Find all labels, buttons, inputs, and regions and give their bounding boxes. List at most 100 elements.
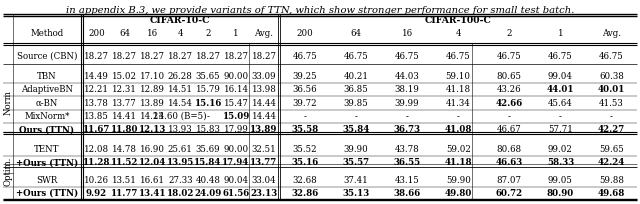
Text: 15.02: 15.02 bbox=[112, 72, 137, 81]
Text: 38.66: 38.66 bbox=[394, 189, 421, 198]
Text: 46.63: 46.63 bbox=[496, 158, 523, 167]
Text: 18.27: 18.27 bbox=[140, 52, 165, 61]
Text: 14.78: 14.78 bbox=[112, 145, 137, 154]
Text: 90.04: 90.04 bbox=[223, 176, 248, 185]
Text: Norm: Norm bbox=[3, 91, 13, 115]
Text: 11.52: 11.52 bbox=[111, 158, 138, 167]
Text: 12.89: 12.89 bbox=[140, 85, 165, 94]
Text: 36.73: 36.73 bbox=[394, 125, 420, 134]
Text: 18.27: 18.27 bbox=[223, 52, 248, 61]
Text: MixNorm*: MixNorm* bbox=[24, 112, 70, 121]
Text: 15.09: 15.09 bbox=[223, 112, 250, 121]
Text: -: - bbox=[508, 112, 511, 121]
Text: 46.75: 46.75 bbox=[292, 52, 317, 61]
Text: 16.61: 16.61 bbox=[140, 176, 165, 185]
Text: 15.83: 15.83 bbox=[196, 125, 221, 134]
Text: 37.41: 37.41 bbox=[344, 176, 369, 185]
Text: 12.21: 12.21 bbox=[84, 85, 109, 94]
Text: 13.78: 13.78 bbox=[84, 99, 109, 108]
Text: 44.01: 44.01 bbox=[547, 85, 574, 94]
Text: 41.34: 41.34 bbox=[446, 99, 470, 108]
Text: 1: 1 bbox=[234, 29, 239, 38]
Text: 14.41: 14.41 bbox=[112, 112, 137, 121]
Text: 13.77: 13.77 bbox=[250, 158, 278, 167]
Text: 40.21: 40.21 bbox=[344, 72, 369, 81]
Text: SWR: SWR bbox=[36, 176, 58, 185]
Text: Avg.: Avg. bbox=[255, 29, 273, 38]
Text: AdaptiveBN: AdaptiveBN bbox=[21, 85, 73, 94]
Text: 59.88: 59.88 bbox=[599, 176, 624, 185]
Text: 59.65: 59.65 bbox=[599, 145, 624, 154]
Text: 99.04: 99.04 bbox=[548, 72, 573, 81]
Text: 46.75: 46.75 bbox=[395, 52, 420, 61]
Text: 2: 2 bbox=[205, 29, 211, 38]
Text: 36.56: 36.56 bbox=[292, 85, 317, 94]
Text: 32.51: 32.51 bbox=[252, 145, 276, 154]
Text: 15.79: 15.79 bbox=[196, 85, 221, 94]
Text: 13.89: 13.89 bbox=[250, 125, 278, 134]
Text: 36.85: 36.85 bbox=[344, 85, 369, 94]
Text: 40.48: 40.48 bbox=[196, 176, 221, 185]
Text: 42.66: 42.66 bbox=[496, 99, 523, 108]
Text: 11.67: 11.67 bbox=[83, 125, 110, 134]
Text: 24.09: 24.09 bbox=[195, 189, 222, 198]
Text: 64: 64 bbox=[351, 29, 362, 38]
Text: 12.31: 12.31 bbox=[112, 85, 137, 94]
Text: TENT: TENT bbox=[35, 145, 60, 154]
Text: 35.65: 35.65 bbox=[196, 72, 221, 81]
Text: 99.02: 99.02 bbox=[548, 145, 573, 154]
Text: 25.61: 25.61 bbox=[168, 145, 193, 154]
Text: 14.23: 14.23 bbox=[140, 112, 164, 121]
Text: 43.15: 43.15 bbox=[395, 176, 420, 185]
Text: 99.05: 99.05 bbox=[548, 176, 573, 185]
Text: 87.07: 87.07 bbox=[497, 176, 522, 185]
Text: 46.75: 46.75 bbox=[497, 52, 522, 61]
Text: 15.84: 15.84 bbox=[195, 158, 222, 167]
Text: Method: Method bbox=[30, 29, 63, 38]
Text: 18.27: 18.27 bbox=[168, 52, 193, 61]
Text: 58.33: 58.33 bbox=[547, 158, 574, 167]
Text: 35.84: 35.84 bbox=[342, 125, 370, 134]
Text: 80.68: 80.68 bbox=[497, 145, 522, 154]
Text: 200: 200 bbox=[297, 29, 314, 38]
Text: 49.80: 49.80 bbox=[445, 189, 472, 198]
Text: 13.85: 13.85 bbox=[84, 112, 109, 121]
Text: 9.92: 9.92 bbox=[86, 189, 107, 198]
Text: 13.41: 13.41 bbox=[139, 189, 166, 198]
Text: 39.25: 39.25 bbox=[292, 72, 317, 81]
Text: 41.53: 41.53 bbox=[599, 99, 624, 108]
Text: 18.27: 18.27 bbox=[252, 52, 276, 61]
Text: in appendix B.3, we provide variants of TTN, which show stronger performance for: in appendix B.3, we provide variants of … bbox=[66, 6, 574, 15]
Text: 17.99: 17.99 bbox=[223, 125, 248, 134]
Text: -: - bbox=[457, 112, 460, 121]
Text: 200: 200 bbox=[88, 29, 105, 38]
Text: 59.10: 59.10 bbox=[445, 72, 471, 81]
Text: 12.08: 12.08 bbox=[84, 145, 109, 154]
Text: 13.95: 13.95 bbox=[166, 158, 194, 167]
Text: 38.19: 38.19 bbox=[395, 85, 420, 94]
Text: 13.93: 13.93 bbox=[168, 125, 193, 134]
Text: 61.56: 61.56 bbox=[223, 189, 250, 198]
Text: 10.26: 10.26 bbox=[84, 176, 109, 185]
Text: 80.90: 80.90 bbox=[547, 189, 574, 198]
Text: Optim.: Optim. bbox=[3, 157, 13, 186]
Text: 40.01: 40.01 bbox=[598, 85, 625, 94]
Text: 36.55: 36.55 bbox=[394, 158, 420, 167]
Text: 18.27: 18.27 bbox=[84, 52, 109, 61]
Text: 46.67: 46.67 bbox=[497, 125, 522, 134]
Text: -: - bbox=[355, 112, 358, 121]
Text: 60.38: 60.38 bbox=[599, 72, 624, 81]
Text: 80.65: 80.65 bbox=[497, 72, 522, 81]
Text: -: - bbox=[610, 112, 613, 121]
Text: 35.57: 35.57 bbox=[342, 158, 370, 167]
Text: α-BN: α-BN bbox=[36, 99, 58, 108]
Text: 12.13: 12.13 bbox=[139, 125, 166, 134]
Text: 42.24: 42.24 bbox=[598, 158, 625, 167]
Text: Source (CBN): Source (CBN) bbox=[17, 52, 77, 61]
Text: 14.54: 14.54 bbox=[168, 99, 193, 108]
Text: 16.90: 16.90 bbox=[140, 145, 165, 154]
Text: 43.78: 43.78 bbox=[395, 145, 420, 154]
Text: 2: 2 bbox=[507, 29, 512, 38]
Text: 35.58: 35.58 bbox=[291, 125, 319, 134]
Text: 39.99: 39.99 bbox=[395, 99, 419, 108]
